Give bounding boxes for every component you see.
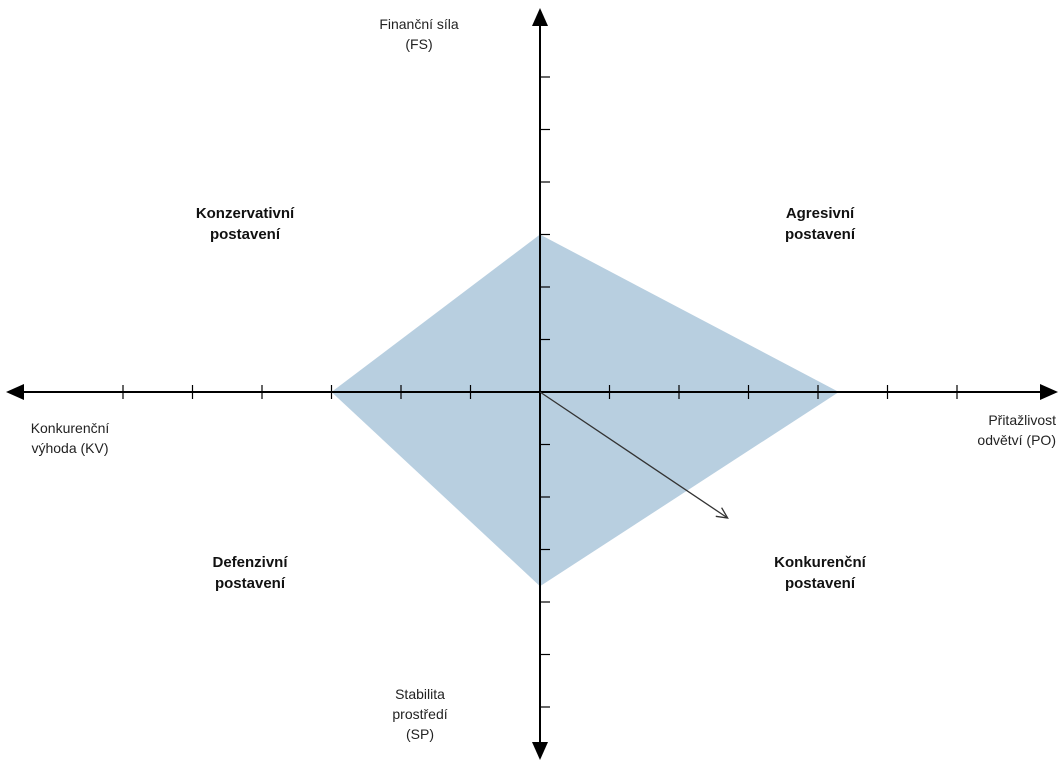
aggressive-position-line-2: postavení xyxy=(784,226,856,243)
aggressive-position-label: Agresivní postavení xyxy=(755,203,885,245)
competitive-advantage-line-1: Konkurenční xyxy=(30,420,110,436)
environment-stability-axis-label: Stabilita prostředí (SP) xyxy=(370,684,470,744)
y-axis-top-arrowhead xyxy=(532,8,548,26)
defensive-position-label: Defenzivní postavení xyxy=(185,552,315,594)
x-axis-left-arrowhead xyxy=(6,384,24,400)
competitive-position-line-2: postavení xyxy=(784,575,856,592)
environment-stability-line-1: Stabilita xyxy=(395,686,445,702)
strategic-position-polygon xyxy=(331,234,839,587)
financial-strength-line-2: (FS) xyxy=(405,36,433,52)
direction-vector-arrowhead xyxy=(715,507,729,519)
competitive-advantage-axis-label: Konkurenční výhoda (KV) xyxy=(6,418,134,458)
competitive-position-label: Konkurenční postavení xyxy=(750,552,890,594)
competitive-advantage-line-2: výhoda (KV) xyxy=(31,440,109,456)
industry-attractiveness-line-1: Přitažlivost xyxy=(988,412,1056,428)
conservative-position-line-2: postavení xyxy=(209,226,281,243)
competitive-position-line-1: Konkurenční xyxy=(774,554,866,571)
x-axis-right-arrowhead xyxy=(1040,384,1058,400)
financial-strength-axis-label: Finanční síla (FS) xyxy=(354,14,484,54)
conservative-position-line-1: Konzervativní xyxy=(195,205,295,222)
environment-stability-line-3: (SP) xyxy=(406,726,434,742)
industry-attractiveness-line-2: odvětví (PO) xyxy=(977,432,1056,448)
environment-stability-line-2: prostředí xyxy=(392,706,448,722)
direction-vector xyxy=(539,391,729,519)
y-axis-bottom-arrowhead xyxy=(532,742,548,760)
defensive-position-line-1: Defenzivní xyxy=(212,554,288,571)
industry-attractiveness-axis-label: Přitažlivost odvětví (PO) xyxy=(932,410,1056,450)
axis-ticks xyxy=(122,76,958,708)
aggressive-position-line-1: Agresivní xyxy=(785,205,855,222)
financial-strength-line-1: Finanční síla xyxy=(379,16,459,32)
conservative-position-label: Konzervativní postavení xyxy=(170,203,320,245)
defensive-position-line-2: postavení xyxy=(214,575,286,592)
